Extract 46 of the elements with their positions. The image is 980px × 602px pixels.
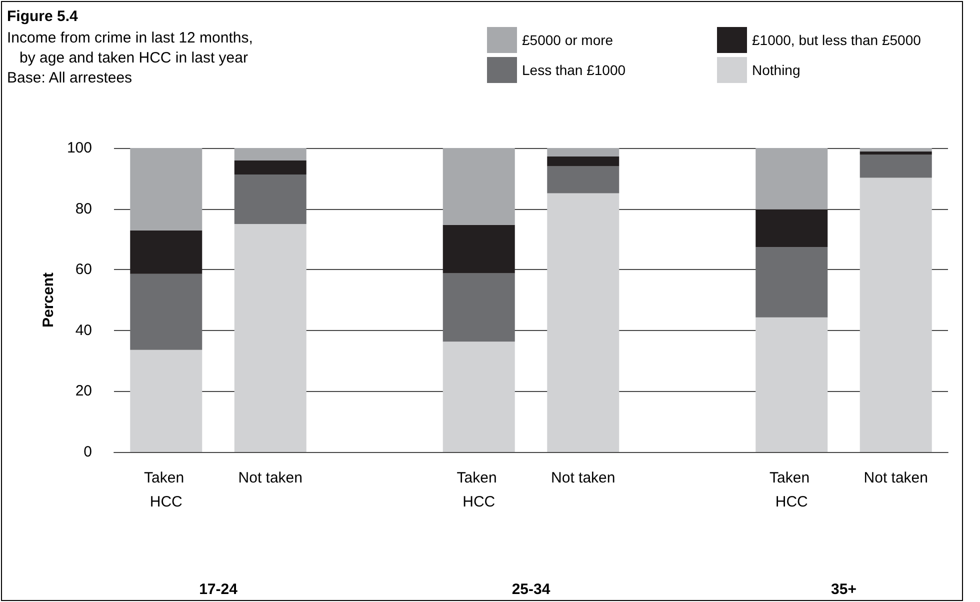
bar (756, 317, 828, 452)
legend-label: £1000, but less than £5000 (752, 32, 922, 48)
bar (442, 224, 515, 274)
bar (547, 193, 620, 452)
bar (860, 148, 932, 152)
y-tick-label: 100 (66, 140, 92, 156)
bar (234, 148, 306, 160)
text: 25-34 (512, 581, 551, 598)
bar (130, 350, 202, 452)
y-tick-label: 0 (84, 444, 92, 460)
bar (442, 342, 515, 452)
y-tick-label: 60 (75, 261, 92, 278)
y-axis-title: Percent (40, 272, 58, 328)
bar (547, 148, 620, 157)
bar (860, 151, 932, 155)
bar (756, 209, 828, 248)
text: 17-24 (199, 581, 238, 598)
bar (234, 174, 306, 224)
bar (547, 166, 620, 194)
text: 35+ (831, 581, 857, 598)
x-tick-label: Taken HCC (770, 470, 814, 510)
x-tick-label: Not taken (864, 470, 928, 486)
bar (130, 148, 202, 230)
y-tick-label: 80 (75, 200, 92, 218)
chart-title: Figure 5.4 (7, 8, 79, 25)
bar (547, 156, 620, 166)
x-tick-label: Taken HCC (144, 470, 188, 510)
bar (234, 224, 306, 452)
x-tick-label: Not taken (238, 470, 302, 486)
x-tick-label: Taken HCC (456, 470, 501, 510)
bar (442, 148, 515, 225)
bar (130, 274, 202, 350)
y-tick-label: 40 (75, 322, 92, 339)
bar (130, 230, 202, 274)
bar (756, 247, 828, 318)
legend-label: Nothing (752, 62, 800, 78)
bar (860, 178, 932, 452)
bar (234, 160, 306, 174)
y-tick-label: 20 (75, 382, 92, 400)
legend-label: £5000 or more (522, 32, 614, 48)
legend-label: Less than £1000 (522, 62, 626, 78)
bar (860, 154, 932, 178)
chart-subtitle: Income from crime in last 12 months, by age and taken HCC in last year Base: All arrestees (7, 30, 253, 86)
bar (756, 148, 828, 210)
x-tick-label: Not taken (551, 470, 616, 486)
bar (442, 273, 515, 342)
